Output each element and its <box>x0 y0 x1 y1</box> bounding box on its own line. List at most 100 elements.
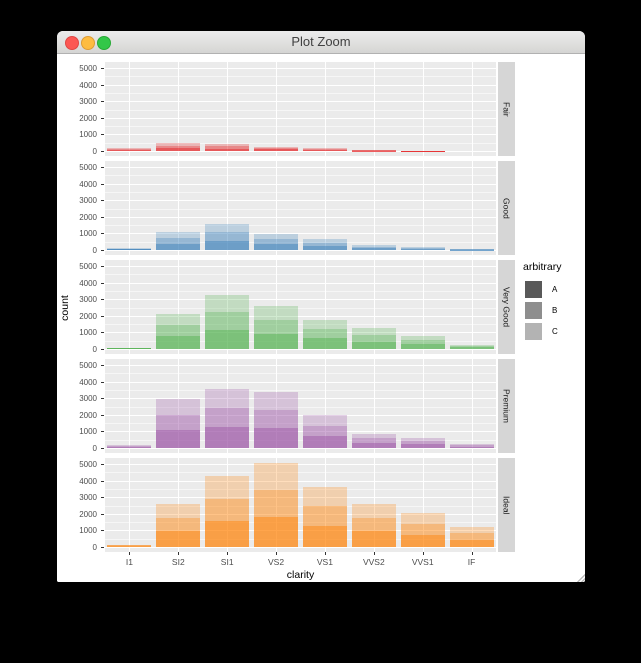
bar-segment-C <box>254 305 299 320</box>
bar-segment-B <box>156 237 201 244</box>
bar-segment-C <box>400 335 445 341</box>
y-tick-mark <box>101 101 104 103</box>
bar-segment-B <box>302 425 347 437</box>
facet-strip: Fair <box>498 62 515 156</box>
gridline-vertical <box>422 260 424 354</box>
window-titlebar[interactable]: Plot Zoom <box>57 31 585 54</box>
y-tick-mark <box>101 497 104 499</box>
gridline-vertical <box>178 161 180 255</box>
facet-strip: Very Good <box>498 260 515 354</box>
gridline-vertical <box>471 260 473 354</box>
bar-segment-B <box>156 325 201 337</box>
y-tick-label: 2000 <box>79 212 97 222</box>
facet-strip-label: Good <box>501 197 512 219</box>
gridline-major <box>105 349 496 350</box>
bar-segment-A <box>205 240 250 250</box>
gridline-vertical <box>276 62 278 156</box>
gridline-major <box>105 381 496 383</box>
window-resize-grip[interactable] <box>577 574 585 582</box>
bar-segment-B <box>205 407 250 427</box>
bar-segment-B <box>156 517 201 532</box>
legend-swatch-C <box>525 323 542 340</box>
x-tick-mark <box>276 552 278 555</box>
gridline-vertical <box>471 161 473 255</box>
facet-panel-very-good <box>105 260 496 354</box>
x-tick-label: VVS1 <box>411 557 434 567</box>
gridline-major <box>105 299 496 301</box>
bar-segment-C <box>107 444 152 446</box>
gridline-major <box>105 84 496 86</box>
y-tick-mark <box>101 530 104 532</box>
y-tick-label: 1000 <box>79 229 97 239</box>
y-tick-label: 5000 <box>79 361 97 370</box>
y-tick-label: 5000 <box>79 262 97 271</box>
y-tick-label: 0 <box>92 543 97 552</box>
bar-segment-A <box>400 344 445 349</box>
bar-segment-C <box>205 224 250 233</box>
y-tick-mark <box>101 381 104 383</box>
bar-segment-A <box>254 516 299 547</box>
bar-segment-B <box>302 506 347 526</box>
bar-segment-A <box>205 329 250 349</box>
y-tick-mark <box>101 183 104 185</box>
bar-segment-B <box>107 248 152 250</box>
y-tick-mark <box>101 480 104 482</box>
gridline-major <box>105 398 496 400</box>
bar-segment-C <box>449 526 494 534</box>
facet-strip: Premium <box>498 359 515 453</box>
y-tick-label: 3000 <box>79 394 97 404</box>
gridline-major <box>105 414 496 416</box>
x-tick-label: IF <box>467 557 476 567</box>
bar-segment-C <box>351 433 396 439</box>
y-tick-mark <box>101 266 104 267</box>
minimize-button[interactable] <box>81 36 95 50</box>
y-tick-label: 4000 <box>79 80 97 90</box>
y-tick-mark <box>101 250 104 251</box>
bar-segment-A <box>254 149 299 151</box>
bar-segment-B <box>449 533 494 540</box>
legend-swatch-A <box>525 281 542 298</box>
y-tick-mark <box>101 398 104 400</box>
bar-segment-B <box>351 246 396 249</box>
bar-segment-B <box>156 414 201 431</box>
y-tick-mark <box>101 167 104 168</box>
bar-segment-A <box>302 525 347 547</box>
bar-segment-A <box>156 430 201 448</box>
x-tick-mark <box>422 552 424 555</box>
gridline-minor <box>105 76 496 78</box>
bar-segment-C <box>205 475 250 499</box>
bar-segment-A <box>107 149 152 151</box>
close-button[interactable] <box>65 36 79 50</box>
y-tick-label: 4000 <box>79 278 97 288</box>
gridline-minor <box>105 423 496 425</box>
gridline-minor <box>105 208 496 210</box>
facet-strip: Good <box>498 161 515 255</box>
gridline-major <box>105 431 496 433</box>
x-tick-mark <box>178 552 180 555</box>
y-tick-label: 1000 <box>79 526 97 536</box>
zoom-button[interactable] <box>97 36 111 50</box>
gridline-minor <box>105 439 496 441</box>
x-tick-mark <box>471 552 473 555</box>
bar-segment-C <box>302 239 347 243</box>
gridline-major <box>105 332 496 334</box>
gridline-major <box>105 183 496 185</box>
x-tick-mark <box>324 552 326 555</box>
y-tick-mark <box>101 282 104 284</box>
bar-segment-C <box>400 437 445 442</box>
gridline-vertical <box>276 161 278 255</box>
bar-segment-C <box>205 295 250 313</box>
gridline-minor <box>105 406 496 408</box>
gridline-minor <box>105 92 496 94</box>
bar-segment-B <box>107 148 152 150</box>
y-tick-label: 5000 <box>79 64 97 73</box>
window-title: Plot Zoom <box>291 34 351 49</box>
x-tick-mark <box>129 552 131 555</box>
gridline-major <box>105 365 496 366</box>
bar-segment-B <box>205 146 250 149</box>
gridline-minor <box>105 175 496 177</box>
gridline-minor <box>105 472 496 474</box>
bar-segment-C <box>107 147 152 149</box>
bar-segment-C <box>156 399 201 415</box>
bar-segment-B <box>302 149 347 150</box>
